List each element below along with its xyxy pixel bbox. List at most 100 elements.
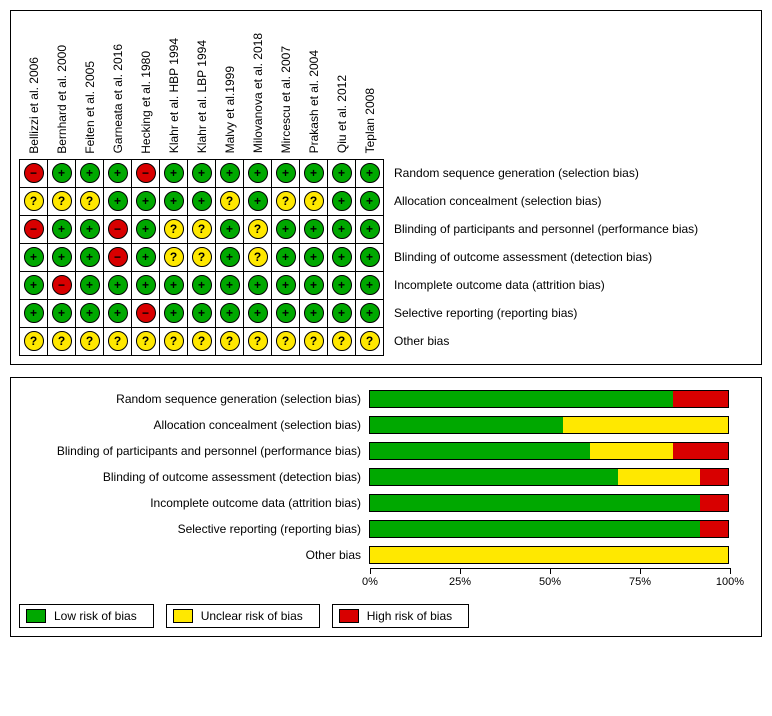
bar-segment-low <box>370 521 700 537</box>
risk-dot-unclear: ? <box>276 191 296 211</box>
risk-dot-unclear: ? <box>192 247 212 267</box>
matrix-cell: + <box>272 215 300 243</box>
study-header: Klahr et al. LBP 1994 <box>188 19 216 159</box>
axis-tick <box>550 568 551 574</box>
risk-dot-low: + <box>332 275 352 295</box>
matrix-cell: + <box>76 243 104 271</box>
matrix-cell: − <box>20 215 48 243</box>
risk-dot-unclear: ? <box>304 331 324 351</box>
axis-tick <box>730 568 731 574</box>
risk-dot-low: + <box>332 247 352 267</box>
legend-item-high: High risk of bias <box>332 604 469 628</box>
risk-dot-low: + <box>248 163 268 183</box>
matrix-cell: + <box>328 187 356 215</box>
risk-dot-low: + <box>136 275 156 295</box>
matrix-cell: ? <box>356 327 384 355</box>
summary-bars: Random sequence generation (selection bi… <box>19 386 753 568</box>
risk-dot-low: + <box>192 303 212 323</box>
risk-dot-unclear: ? <box>304 191 324 211</box>
risk-dot-low: + <box>360 303 380 323</box>
risk-dot-low: + <box>108 275 128 295</box>
legend-item-low: Low risk of bias <box>19 604 154 628</box>
matrix-cell: + <box>300 159 328 187</box>
matrix-cell: + <box>132 187 160 215</box>
study-header: Bellizzi et al. 2006 <box>20 19 48 159</box>
matrix-cell: ? <box>48 187 76 215</box>
risk-dot-low: + <box>52 247 72 267</box>
matrix-cell: + <box>356 215 384 243</box>
risk-dot-high: − <box>108 247 128 267</box>
axis-tick <box>370 568 371 574</box>
risk-dot-unclear: ? <box>360 331 380 351</box>
study-header: Milovanova et al. 2018 <box>244 19 272 159</box>
matrix-cell: + <box>356 159 384 187</box>
risk-dot-low: + <box>360 219 380 239</box>
risk-dot-unclear: ? <box>192 219 212 239</box>
study-header: Garneata et al. 2016 <box>104 19 132 159</box>
risk-dot-unclear: ? <box>80 331 100 351</box>
matrix-cell: + <box>188 299 216 327</box>
risk-dot-unclear: ? <box>24 331 44 351</box>
matrix-cell: ? <box>76 187 104 215</box>
matrix-cell: + <box>104 271 132 299</box>
risk-dot-low: + <box>108 191 128 211</box>
risk-dot-low: + <box>276 247 296 267</box>
study-label: Hecking et al. 1980 <box>139 47 153 154</box>
risk-dot-low: + <box>332 163 352 183</box>
risk-dot-low: + <box>192 163 212 183</box>
matrix-cell: + <box>132 243 160 271</box>
risk-dot-low: + <box>304 275 324 295</box>
risk-dot-low: + <box>108 303 128 323</box>
matrix-cell: + <box>188 271 216 299</box>
matrix-cell: + <box>272 159 300 187</box>
axis-tick <box>460 568 461 574</box>
risk-dot-low: + <box>164 191 184 211</box>
risk-dot-low: + <box>360 275 380 295</box>
risk-of-bias-matrix: Bellizzi et al. 2006Bernhard et al. 2000… <box>19 19 700 356</box>
matrix-cell: + <box>20 299 48 327</box>
matrix-cell: ? <box>76 327 104 355</box>
matrix-cell: ? <box>104 327 132 355</box>
summary-bar-track <box>369 442 729 460</box>
matrix-cell: + <box>356 271 384 299</box>
summary-bar-row: Allocation concealment (selection bias) <box>19 412 753 438</box>
risk-dot-unclear: ? <box>248 219 268 239</box>
risk-dot-unclear: ? <box>52 191 72 211</box>
matrix-cell: − <box>132 299 160 327</box>
matrix-cell: ? <box>244 215 272 243</box>
matrix-cell: + <box>76 299 104 327</box>
x-axis-row: 0%25%50%75%100% <box>19 568 753 596</box>
domain-label: Blinding of outcome assessment (detectio… <box>384 243 700 271</box>
bar-segment-unclear <box>370 547 728 563</box>
matrix-cell: − <box>48 271 76 299</box>
study-label: Garneata et al. 2016 <box>111 40 125 153</box>
legend: Low risk of bias Unclear risk of bias High… <box>19 604 753 628</box>
risk-dot-low: + <box>276 275 296 295</box>
risk-dot-low: + <box>304 163 324 183</box>
matrix-cell: + <box>160 159 188 187</box>
study-label: Klahr et al. HBP 1994 <box>167 34 181 153</box>
summary-bar-label: Blinding of outcome assessment (detectio… <box>19 470 369 484</box>
matrix-cell: ? <box>244 327 272 355</box>
risk-dot-low: + <box>192 191 212 211</box>
study-label: Bellizzi et al. 2006 <box>27 53 41 154</box>
matrix-cell: − <box>104 243 132 271</box>
matrix-cell: + <box>244 187 272 215</box>
matrix-cell: + <box>328 299 356 327</box>
study-header: Teplan 2008 <box>356 19 384 159</box>
matrix-cell: − <box>132 159 160 187</box>
risk-dot-unclear: ? <box>248 331 268 351</box>
summary-bar-track <box>369 520 729 538</box>
legend-item-unclear: Unclear risk of bias <box>166 604 320 628</box>
summary-bar-track <box>369 468 729 486</box>
matrix-cell: + <box>272 243 300 271</box>
risk-dot-unclear: ? <box>248 247 268 267</box>
risk-dot-unclear: ? <box>24 191 44 211</box>
study-header: Hecking et al. 1980 <box>132 19 160 159</box>
matrix-cell: + <box>48 215 76 243</box>
risk-dot-unclear: ? <box>164 247 184 267</box>
bar-segment-high <box>673 443 728 459</box>
bar-segment-unclear <box>563 417 728 433</box>
study-label: Qiu et al. 2012 <box>335 71 349 153</box>
risk-dot-low: + <box>80 219 100 239</box>
